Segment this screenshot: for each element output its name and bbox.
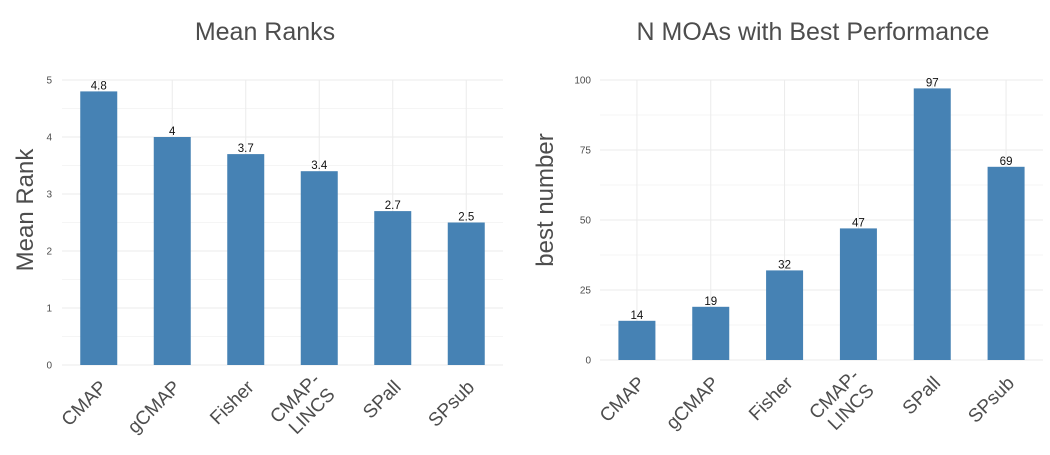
chart2-ytick-label: 100: [574, 76, 591, 87]
chart2-xtick-label-line: Fisher: [745, 372, 798, 425]
chart2-bar: [692, 306, 730, 360]
chart2-bar: [987, 166, 1025, 360]
chart2-data-label: 69: [1000, 156, 1013, 168]
chart1-data-label: 3.4: [311, 160, 328, 172]
chart1-bar: [300, 171, 338, 365]
chart1-y-axis-label: Mean Rank: [12, 148, 39, 272]
chart1-data-label: 4.8: [91, 80, 107, 92]
chart2-ytick-label: 25: [580, 286, 592, 297]
chart1-bar: [153, 137, 191, 365]
chart1-data-label: 2.5: [458, 212, 474, 224]
chart2-data-label: 19: [704, 296, 717, 308]
chart2-bar: [766, 270, 804, 360]
chart2-data-label: 97: [926, 77, 939, 89]
chart1-xtick-label: gCMAP: [124, 377, 185, 438]
chart1-xtick-label: Fisher: [206, 376, 259, 429]
chart1-ytick-label: 2: [46, 247, 52, 258]
chart2-y-axis-label: best number: [532, 133, 559, 266]
chart2-bar: [618, 320, 656, 360]
chart2-xtick-label: CMAP: [596, 373, 650, 427]
chart1-xtick-label: SPsub: [425, 377, 479, 431]
chart2-bar: [913, 88, 951, 361]
chart1-xtick-label: CMAP: [58, 377, 112, 431]
chart1-bar: [227, 154, 265, 365]
chart2-ytick-label: 50: [580, 216, 592, 227]
chart2-xtick-label: Fisher: [745, 372, 798, 425]
chart1-bar: [80, 91, 118, 366]
chart2-xtick-label: SPall: [899, 373, 945, 419]
chart1-data-label: 3.7: [238, 143, 254, 155]
chart1-bar: [374, 211, 412, 365]
chart1-title: Mean Ranks: [195, 18, 335, 46]
chart1-xtick-label-line: SPsub: [425, 377, 479, 431]
chart2-title: N MOAs with Best Performance: [637, 18, 990, 46]
chart2-data-label: 47: [852, 217, 865, 229]
chart2-xtick-label-line: gCMAP: [662, 373, 723, 434]
chart1-xtick-label-line: gCMAP: [124, 377, 185, 438]
chart2-xtick-label-line: SPsub: [964, 373, 1018, 427]
chart1-data-label: 4: [169, 126, 176, 138]
chart1-bar: [447, 222, 485, 365]
chart1-xtick-label-line: SPall: [359, 377, 405, 423]
chart1-ytick-label: 3: [46, 190, 52, 201]
chart1-xtick-label: SPall: [359, 377, 405, 423]
chart2-data-label: 32: [778, 259, 791, 271]
chart2-xtick-label-line: SPall: [899, 373, 945, 419]
chart1-ytick-label: 5: [46, 76, 52, 87]
chart1-xtick-label-line: CMAP: [58, 377, 112, 431]
chart1-ytick-label: 1: [46, 304, 52, 315]
chart2-xtick-label: SPsub: [964, 373, 1018, 427]
chart2-xtick-label-line: CMAP: [596, 373, 650, 427]
chart2-xtick-label: gCMAP: [662, 373, 723, 434]
chart2-data-label: 14: [631, 310, 644, 322]
chart2-bar: [839, 228, 877, 360]
chart1-xtick-label: CMAP-LINCS: [266, 370, 339, 443]
chart2-xtick-label: CMAP-LINCS: [806, 366, 879, 439]
chart2-ytick-label: 75: [580, 146, 592, 157]
chart1-ytick-label: 0: [46, 361, 52, 372]
chart1-xtick-label-line: Fisher: [206, 376, 259, 429]
chart2-ytick-label: 0: [585, 356, 591, 367]
chart1-ytick-label: 4: [46, 133, 52, 144]
chart1-data-label: 2.7: [385, 200, 401, 212]
